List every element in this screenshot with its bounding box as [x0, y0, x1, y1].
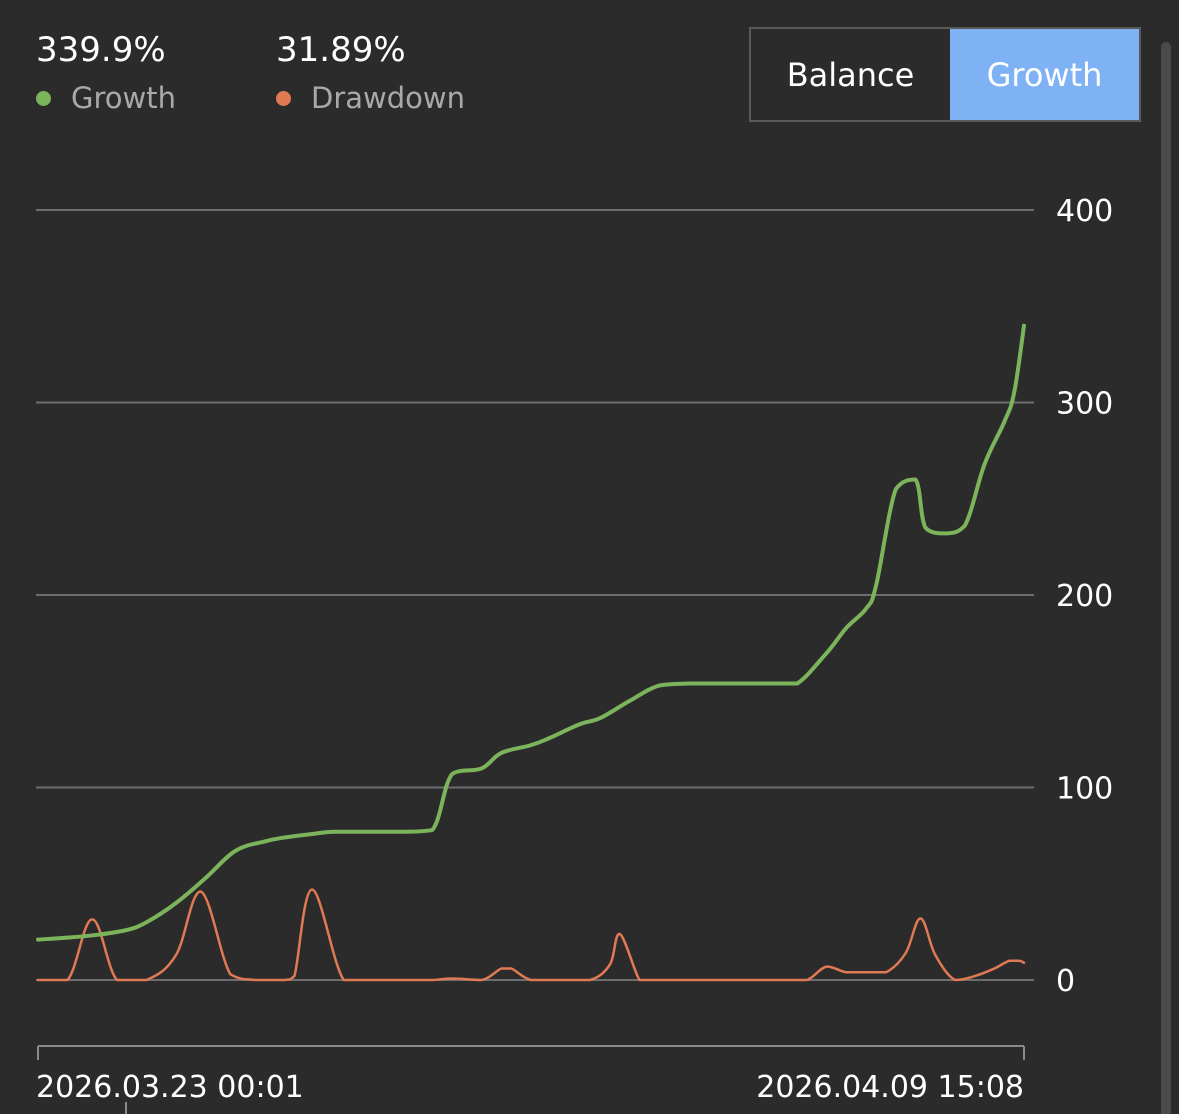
- label-layer: 0 100 200 300 400 2026.03.23 00:01 2026.04.09 …: [36, 194, 1113, 1105]
- growth-button[interactable]: Growth: [950, 29, 1139, 120]
- y-tick-label-100: 100: [1056, 772, 1113, 807]
- y-tick-label-300: 300: [1056, 387, 1113, 422]
- growth-series-line: [36, 323, 1026, 942]
- x-tick-label-start: 2026.03.23 00:01: [36, 1070, 304, 1105]
- drawdown-value: 31.89%: [276, 30, 406, 70]
- drawdown-label: Drawdown: [311, 81, 465, 115]
- drawdown-legend: Drawdown: [276, 80, 465, 116]
- scrollbar[interactable]: [1161, 42, 1171, 1114]
- grid-layer: [36, 209, 1034, 981]
- y-tick-label-200: 200: [1056, 579, 1113, 614]
- growth-legend-dot: [36, 90, 51, 106]
- chart-mode-toggle: Balance Growth: [749, 27, 1141, 122]
- growth-chart: 0 100 200 300 400 2026.03.23 00:01 2026.04.09 …: [36, 194, 1113, 1114]
- y-tick-label-400: 400: [1056, 194, 1113, 229]
- x-tick-label-end: 2026.04.09 15:08: [756, 1070, 1024, 1105]
- drawdown-series-line: [36, 888, 1026, 982]
- series-layer: [36, 323, 1026, 982]
- x-axis: [37, 1045, 1025, 1114]
- drawdown-stat: 31.89% Drawdown: [276, 28, 465, 116]
- balance-button[interactable]: Balance: [751, 29, 950, 120]
- growth-value: 339.9%: [36, 30, 166, 70]
- growth-stat: 339.9% Growth: [36, 28, 176, 116]
- drawdown-legend-dot: [276, 90, 291, 106]
- y-tick-label-0: 0: [1056, 964, 1075, 999]
- growth-label: Growth: [71, 81, 176, 115]
- growth-legend: Growth: [36, 80, 176, 116]
